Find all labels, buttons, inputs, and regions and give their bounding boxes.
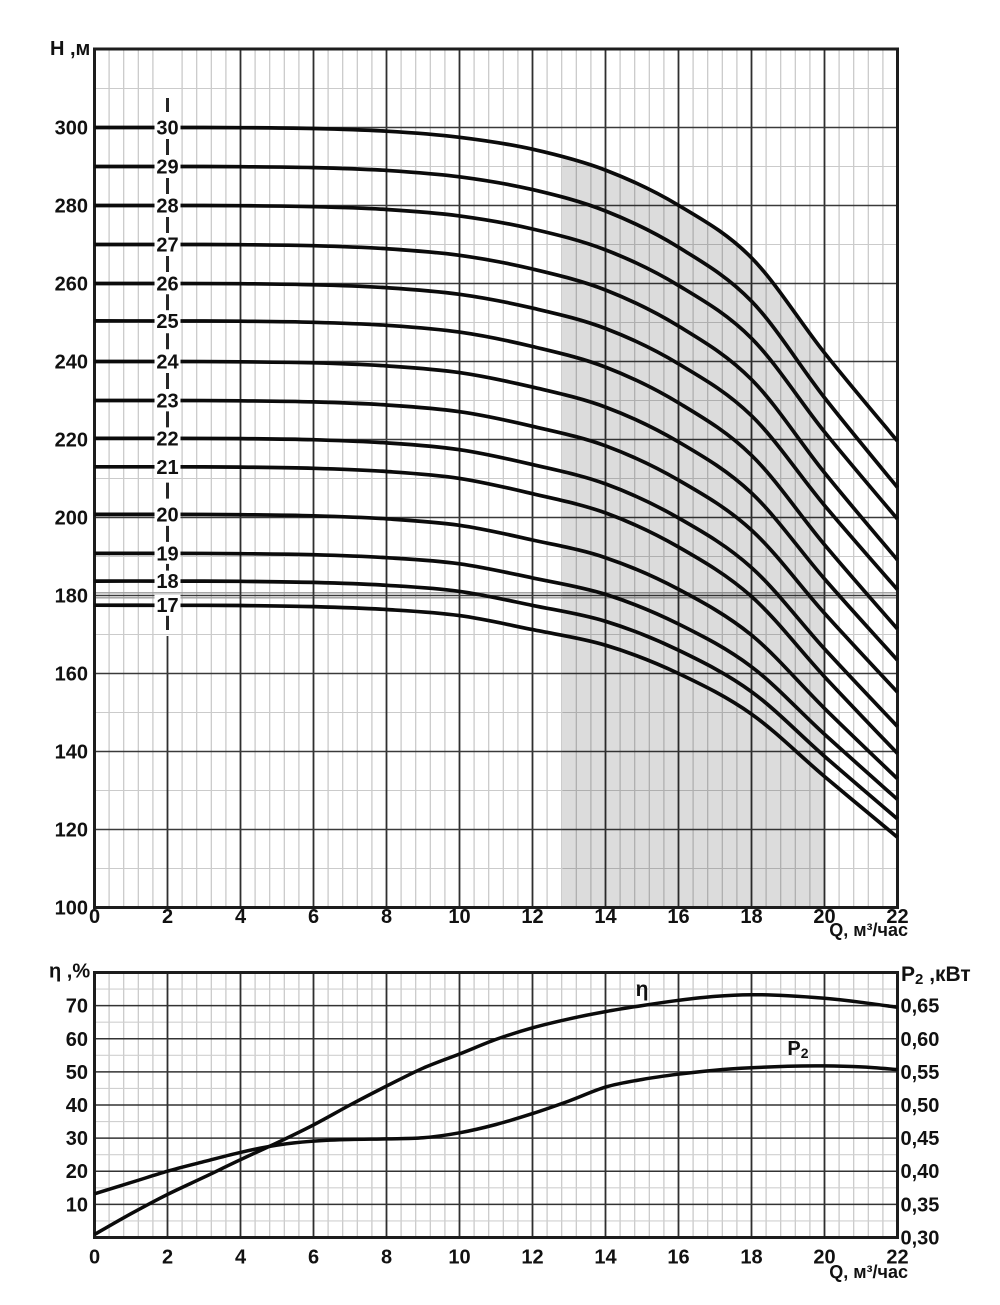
svg-text:300: 300 <box>55 118 88 140</box>
svg-text:12: 12 <box>521 1247 543 1269</box>
svg-text:Q, м³/час: Q, м³/час <box>829 1262 908 1282</box>
svg-text:16: 16 <box>667 906 689 928</box>
svg-text:240: 240 <box>55 352 88 374</box>
svg-text:27: 27 <box>156 235 178 257</box>
svg-text:20: 20 <box>156 504 178 526</box>
svg-text:18: 18 <box>740 906 762 928</box>
svg-text:0,65: 0,65 <box>901 996 940 1018</box>
svg-text:22: 22 <box>886 1247 908 1269</box>
svg-text:0,45: 0,45 <box>901 1128 940 1150</box>
svg-text:29: 29 <box>156 157 178 179</box>
svg-text:0,40: 0,40 <box>901 1161 940 1183</box>
svg-text:6: 6 <box>308 1247 319 1269</box>
svg-text:30: 30 <box>66 1128 88 1150</box>
svg-text:26: 26 <box>156 274 178 296</box>
svg-text:η: η <box>636 978 649 1001</box>
svg-text:22: 22 <box>886 906 908 928</box>
svg-text:16: 16 <box>667 1247 689 1269</box>
svg-text:0,60: 0,60 <box>901 1029 940 1051</box>
svg-text:0: 0 <box>89 906 100 928</box>
svg-text:H ,м: H ,м <box>50 38 90 60</box>
svg-text:4: 4 <box>235 906 247 928</box>
svg-text:19: 19 <box>156 543 178 565</box>
svg-text:2: 2 <box>162 1247 173 1269</box>
svg-text:30: 30 <box>156 118 178 140</box>
svg-text:180: 180 <box>55 586 88 608</box>
svg-text:10: 10 <box>66 1194 88 1216</box>
svg-text:P2 ,кВт: P2 ,кВт <box>901 963 971 988</box>
svg-text:120: 120 <box>55 820 88 842</box>
svg-text:20: 20 <box>813 906 835 928</box>
svg-text:14: 14 <box>594 906 617 928</box>
svg-text:280: 280 <box>55 196 88 218</box>
svg-text:6: 6 <box>308 906 319 928</box>
svg-text:21: 21 <box>156 457 178 479</box>
svg-text:0,50: 0,50 <box>901 1095 940 1117</box>
svg-text:220: 220 <box>55 430 88 452</box>
svg-text:4: 4 <box>235 1247 247 1269</box>
svg-text:0: 0 <box>89 1247 100 1269</box>
svg-text:40: 40 <box>66 1095 88 1117</box>
svg-text:17: 17 <box>156 595 178 617</box>
svg-text:100: 100 <box>55 898 88 920</box>
svg-text:8: 8 <box>381 906 392 928</box>
svg-text:10: 10 <box>448 906 470 928</box>
svg-text:70: 70 <box>66 996 88 1018</box>
svg-text:8: 8 <box>381 1247 392 1269</box>
svg-text:20: 20 <box>66 1161 88 1183</box>
svg-text:160: 160 <box>55 664 88 686</box>
svg-text:28: 28 <box>156 196 178 218</box>
svg-text:50: 50 <box>66 1062 88 1084</box>
svg-text:24: 24 <box>156 352 179 374</box>
svg-text:12: 12 <box>521 906 543 928</box>
svg-text:0,30: 0,30 <box>901 1228 940 1250</box>
svg-text:140: 140 <box>55 742 88 764</box>
svg-text:18: 18 <box>740 1247 762 1269</box>
svg-text:18: 18 <box>156 571 178 593</box>
svg-text:25: 25 <box>156 311 178 333</box>
svg-text:22: 22 <box>156 428 178 450</box>
svg-text:0,55: 0,55 <box>901 1062 940 1084</box>
svg-text:14: 14 <box>594 1247 617 1269</box>
svg-text:260: 260 <box>55 274 88 296</box>
svg-text:60: 60 <box>66 1029 88 1051</box>
svg-text:200: 200 <box>55 508 88 530</box>
svg-text:20: 20 <box>813 1247 835 1269</box>
svg-text:η ,%: η ,% <box>49 961 90 983</box>
svg-text:0,35: 0,35 <box>901 1194 940 1216</box>
svg-text:10: 10 <box>448 1247 470 1269</box>
svg-text:Q, м³/час: Q, м³/час <box>829 920 908 940</box>
svg-text:23: 23 <box>156 391 178 413</box>
svg-text:2: 2 <box>162 906 173 928</box>
